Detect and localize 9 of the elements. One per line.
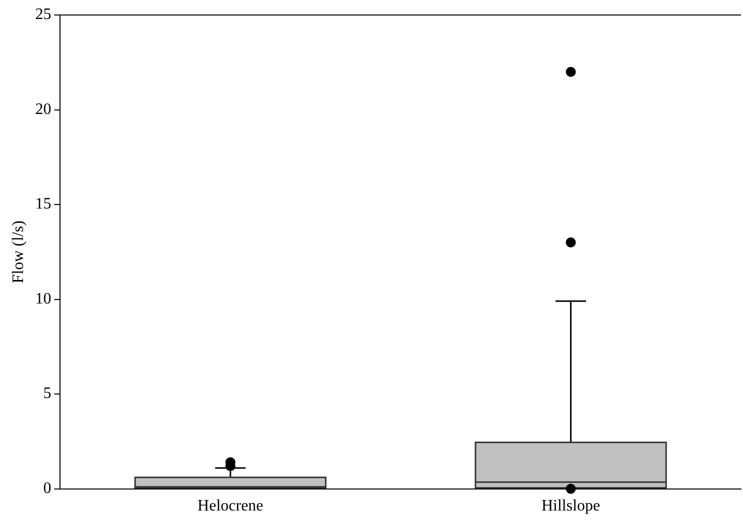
y-tick-label: 20 (35, 100, 52, 118)
y-tick-label: 5 (43, 385, 52, 402)
y-tick-label: 25 (35, 6, 52, 24)
y-tick-label: 0 (43, 480, 52, 498)
y-axis-title: Flow (l/s) (10, 220, 27, 284)
y-tick-label: 10 (35, 290, 52, 308)
x-tick-label: Hillslope (541, 498, 600, 515)
y-tick-label: 15 (35, 196, 52, 213)
x-tick-label: Helocrene (198, 498, 264, 515)
